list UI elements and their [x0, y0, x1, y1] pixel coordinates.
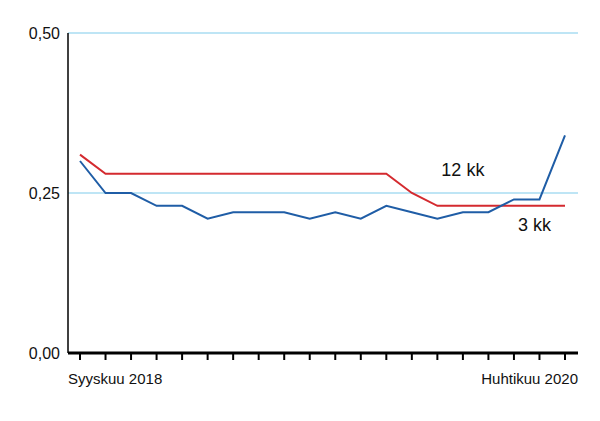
- svg-text:0,50: 0,50: [29, 25, 60, 42]
- svg-text:0,25: 0,25: [29, 185, 60, 202]
- svg-text:3 kk: 3 kk: [518, 215, 552, 235]
- svg-text:0,00: 0,00: [29, 345, 60, 362]
- svg-text:12 kk: 12 kk: [441, 160, 485, 180]
- svg-text:Huhtikuu 2020: Huhtikuu 2020: [481, 370, 578, 387]
- svg-text:Syyskuu 2018: Syyskuu 2018: [68, 370, 162, 387]
